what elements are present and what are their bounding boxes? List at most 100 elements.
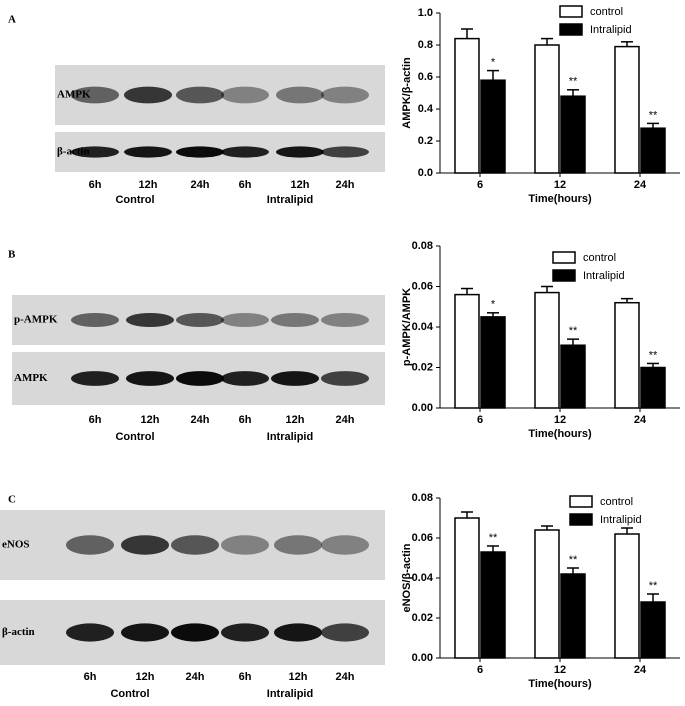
- blot-band: [176, 313, 224, 327]
- significance: **: [649, 109, 658, 121]
- panel-label: A: [8, 14, 16, 26]
- blot-band: [71, 313, 119, 327]
- blot-band: [71, 371, 119, 386]
- blot-band: [321, 371, 369, 386]
- x-tick-label: 12: [554, 664, 566, 676]
- legend-swatch: [569, 513, 593, 526]
- blot-band: [271, 313, 319, 327]
- lane-label: 24h: [191, 179, 210, 191]
- blot-band: [321, 146, 369, 158]
- lane-label: 6h: [89, 179, 102, 191]
- lane-label: 24h: [336, 671, 355, 683]
- x-axis-label: Time(hours): [528, 428, 592, 440]
- panel-label: C: [8, 494, 16, 506]
- legend-label: Intralipid: [590, 24, 632, 36]
- blot-band: [121, 623, 169, 642]
- blot-band: [221, 623, 269, 642]
- blot-band: [321, 86, 369, 104]
- blot-row-label: β-actin: [57, 146, 90, 158]
- bar: [480, 551, 506, 659]
- blot-band: [274, 623, 322, 642]
- blot-band: [321, 313, 369, 327]
- y-axis-label: eNOS/β-actin: [401, 543, 413, 612]
- blot-band: [124, 146, 172, 158]
- y-tick-label: 0.02: [412, 361, 433, 373]
- blot-band: [221, 146, 269, 158]
- blot-band: [271, 371, 319, 386]
- lane-label: 24h: [186, 671, 205, 683]
- y-axis-label: AMPK/β-actin: [401, 57, 413, 129]
- legend-label: Intralipid: [600, 514, 642, 526]
- legend-label: Intralipid: [583, 270, 625, 282]
- lane-label: 6h: [239, 179, 252, 191]
- panel-label: B: [8, 249, 16, 261]
- blot-band: [176, 146, 224, 158]
- lane-label: 12h: [141, 414, 160, 426]
- blot-band: [126, 313, 174, 327]
- blot-band: [124, 86, 172, 104]
- legend-label: control: [590, 6, 623, 18]
- y-axis-label: p-AMPK/AMPK: [401, 288, 413, 366]
- blot-band: [71, 86, 119, 104]
- bar: [534, 44, 560, 174]
- y-tick-label: 1.0: [418, 7, 433, 19]
- blot-band: [171, 535, 219, 555]
- blot-band: [66, 535, 114, 555]
- bar: [454, 37, 480, 174]
- bar: [534, 291, 560, 409]
- bar: [480, 79, 506, 174]
- y-tick-label: 0.06: [412, 532, 433, 544]
- x-tick-label: 6: [477, 664, 483, 676]
- blot-band: [321, 535, 369, 555]
- y-tick-label: 0.4: [418, 103, 434, 115]
- blot-row-label: p-AMPK: [14, 314, 58, 326]
- y-tick-label: 0.06: [412, 280, 433, 292]
- y-tick-label: 0.0: [418, 167, 433, 179]
- lane-label: 24h: [336, 179, 355, 191]
- lane-label: 6h: [239, 671, 252, 683]
- y-tick-label: 0.6: [418, 71, 433, 83]
- x-tick-label: 12: [554, 179, 566, 191]
- significance: *: [491, 57, 496, 69]
- blot-band: [66, 623, 114, 642]
- bar: [614, 533, 640, 659]
- lane-label: 12h: [139, 179, 158, 191]
- legend-swatch: [559, 23, 583, 36]
- lane-label: 12h: [286, 414, 305, 426]
- significance: *: [491, 299, 496, 311]
- lane-label: 6h: [84, 671, 97, 683]
- significance: **: [489, 532, 498, 544]
- bar: [560, 95, 586, 174]
- bar: [614, 45, 640, 174]
- lane-label: 12h: [289, 671, 308, 683]
- x-tick-label: 24: [634, 179, 647, 191]
- bar: [534, 529, 560, 659]
- significance: **: [649, 580, 658, 592]
- blot-band: [221, 535, 269, 555]
- x-tick-label: 24: [634, 414, 647, 426]
- blot-band: [321, 623, 369, 642]
- y-tick-label: 0.02: [412, 612, 433, 624]
- lane-label: 6h: [89, 414, 102, 426]
- legend-swatch: [559, 5, 583, 18]
- blot-band: [171, 623, 219, 642]
- bar: [454, 517, 480, 659]
- group-label: Control: [110, 688, 149, 700]
- significance: **: [649, 349, 658, 361]
- x-tick-label: 6: [477, 414, 483, 426]
- lane-label: 12h: [136, 671, 155, 683]
- blot-band: [221, 86, 269, 104]
- lane-label: 24h: [336, 414, 355, 426]
- bar: [614, 301, 640, 409]
- bar: [560, 344, 586, 409]
- x-axis-label: Time(hours): [528, 193, 592, 205]
- group-label: Intralipid: [267, 194, 313, 206]
- bar: [640, 601, 666, 659]
- lane-label: 6h: [239, 414, 252, 426]
- legend-swatch: [552, 251, 576, 264]
- group-label: Intralipid: [267, 431, 313, 443]
- x-tick-label: 6: [477, 179, 483, 191]
- y-tick-label: 0.04: [412, 321, 434, 333]
- lane-label: 24h: [191, 414, 210, 426]
- blot-band: [221, 313, 269, 327]
